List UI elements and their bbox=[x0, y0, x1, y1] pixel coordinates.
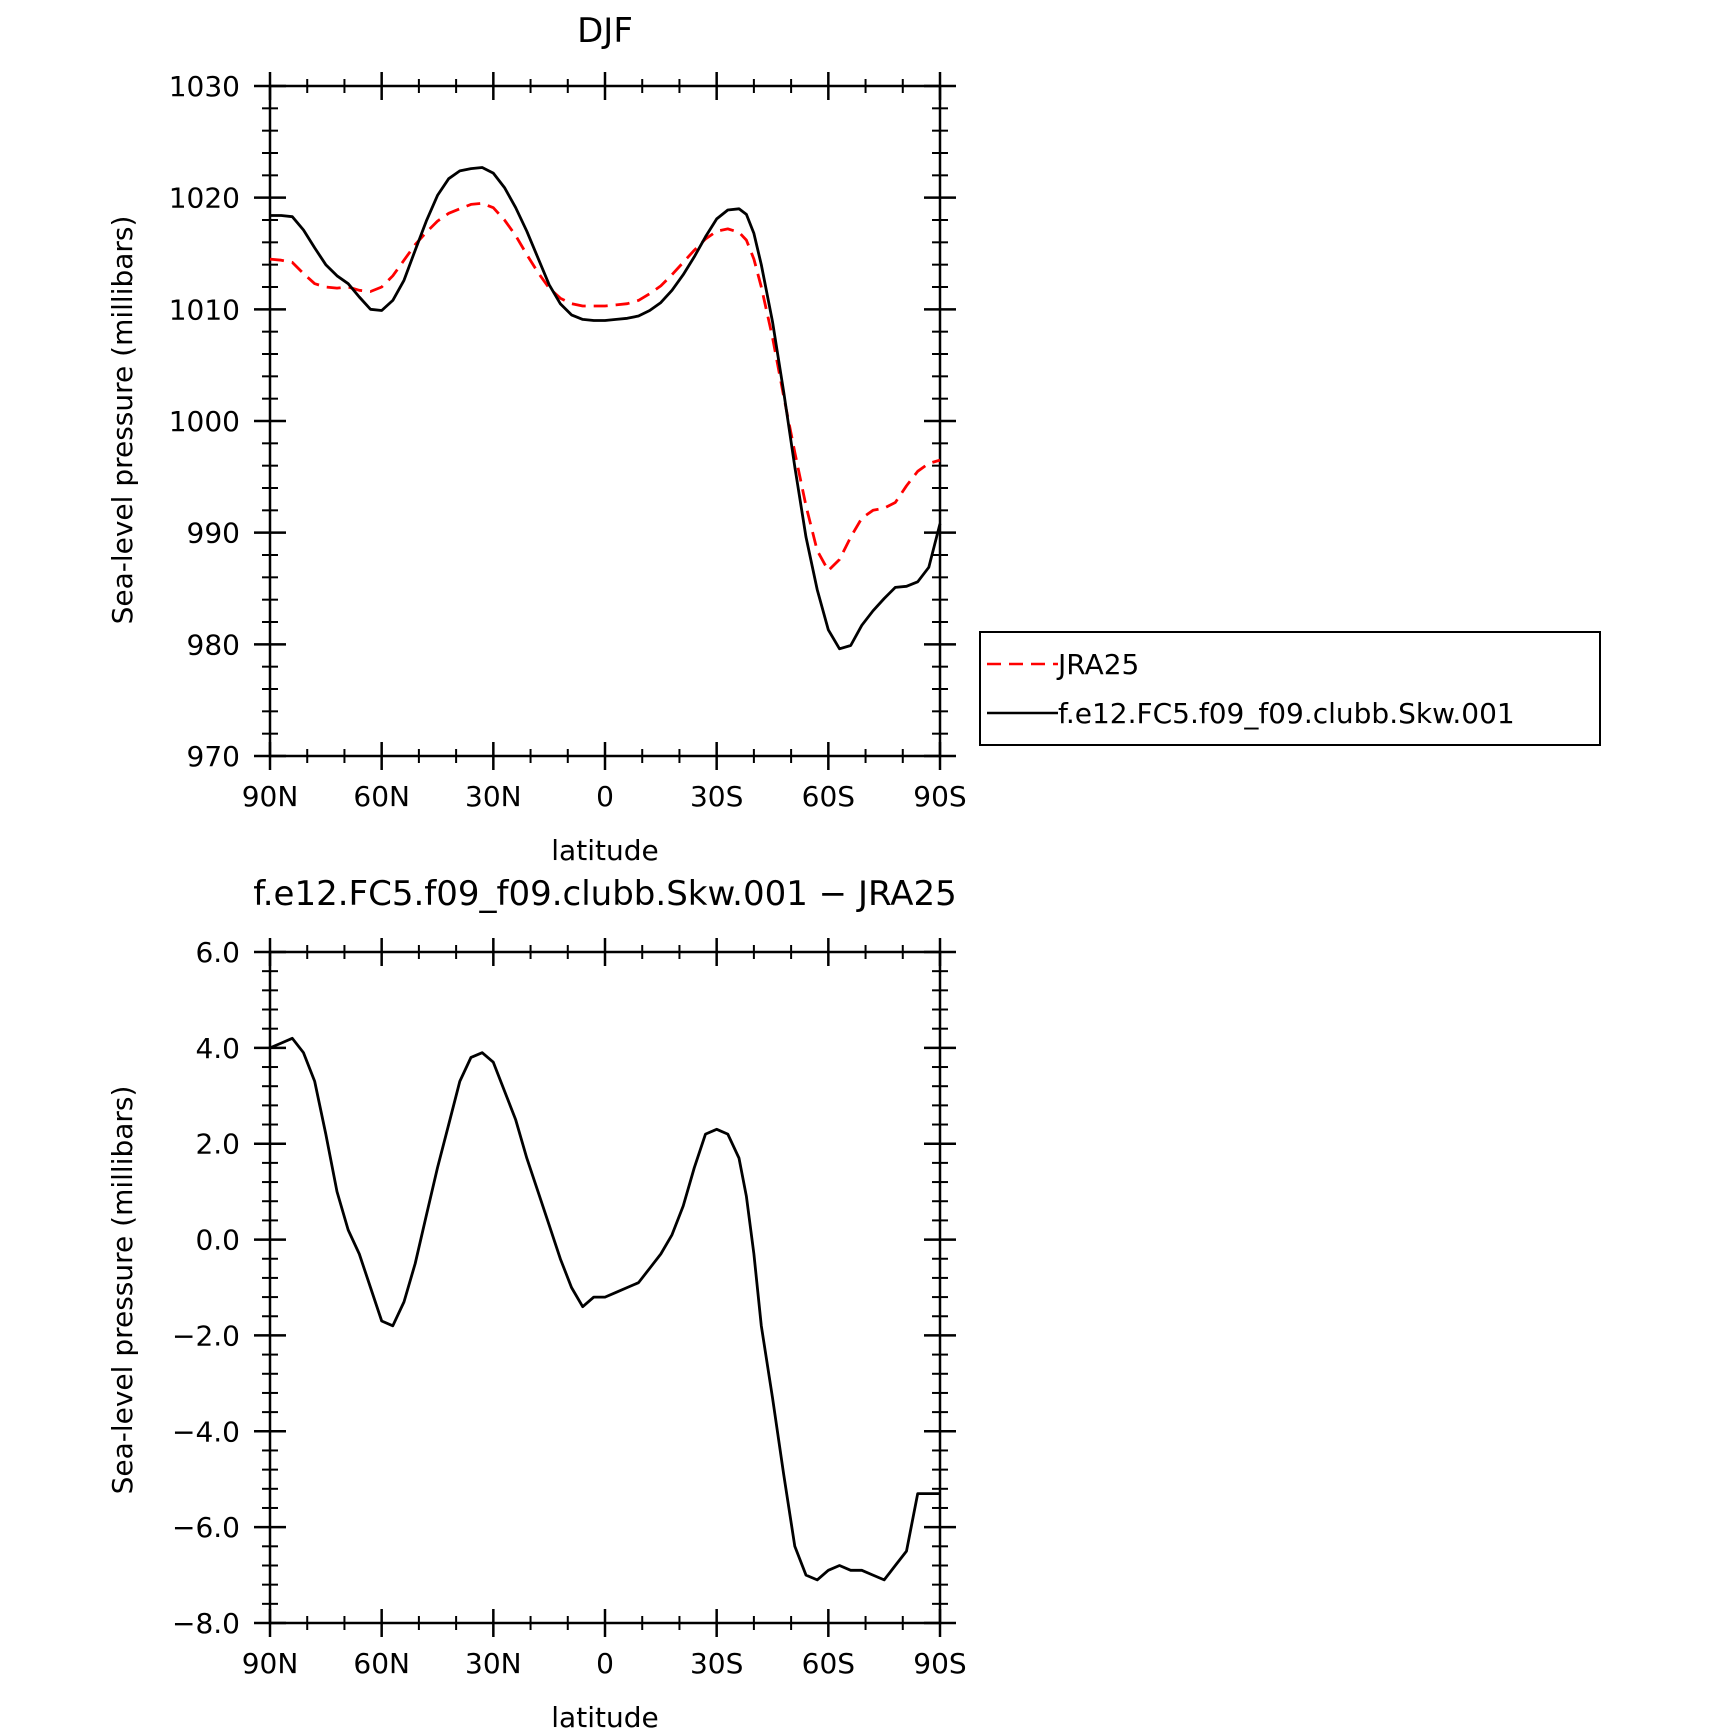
legend-label-model: f.e12.FC5.f09_f09.clubb.Skw.001 bbox=[1058, 697, 1515, 730]
bottom-x-tick-label: 60N bbox=[353, 1647, 410, 1680]
top-y-axis-label: Sea-level pressure (millibars) bbox=[106, 216, 139, 625]
bottom-x-tick-label: 90S bbox=[913, 1647, 966, 1680]
top-series-group bbox=[269, 166, 942, 651]
panel-top: DJF 90N 60N 30N 0 30S 60S 90S 970 980 990 1000 1010… bbox=[106, 11, 967, 867]
bottom-axes: 90N 60N 30N 0 30S 60S 90S −8.0 −6.0 −4.0 −2.0 0.0 2.… bbox=[172, 936, 967, 1680]
bottom-x-tick-label: 90N bbox=[242, 1647, 299, 1680]
top-y-tick-label: 1000 bbox=[169, 405, 240, 438]
top-y-tick-label: 1020 bbox=[169, 182, 240, 215]
top-x-tick-label: 60N bbox=[353, 780, 410, 813]
top-series-line-0 bbox=[269, 201, 941, 572]
top-x-tick-label: 30N bbox=[465, 780, 522, 813]
panel-bottom: f.e12.FC5.f09_f09.clubb.Skw.001 − JRA25 … bbox=[106, 874, 967, 1734]
top-y-tick-label: 980 bbox=[187, 628, 240, 661]
bottom-series-group bbox=[269, 1036, 940, 1582]
bottom-y-axis-label: Sea-level pressure (millibars) bbox=[106, 1086, 139, 1495]
bottom-x-tick-label: 30S bbox=[690, 1647, 743, 1680]
top-axes: 90N 60N 30N 0 30S 60S 90S 970 980 990 1000 1010 1020… bbox=[169, 70, 967, 813]
bottom-x-tick-label: 0 bbox=[596, 1647, 614, 1680]
bottom-y-tick-label: −8.0 bbox=[172, 1607, 240, 1640]
bottom-series-line-0 bbox=[269, 1036, 940, 1582]
bottom-y-tick-label: 0.0 bbox=[195, 1224, 240, 1257]
top-y-tick-label: 1030 bbox=[169, 70, 240, 103]
top-x-tick-label: 0 bbox=[596, 780, 614, 813]
top-chart-title: DJF bbox=[577, 11, 633, 51]
top-y-tick-label: 990 bbox=[187, 517, 240, 550]
bottom-x-tick-label: 60S bbox=[802, 1647, 855, 1680]
legend-box bbox=[979, 631, 1601, 746]
bottom-y-tick-label: 4.0 bbox=[195, 1032, 240, 1065]
bottom-y-tick-label: −4.0 bbox=[172, 1415, 240, 1448]
top-x-tick-label: 30S bbox=[690, 780, 743, 813]
top-x-tick-label: 60S bbox=[802, 780, 855, 813]
top-y-tick-label: 970 bbox=[187, 740, 240, 773]
top-plot-frame bbox=[268, 84, 942, 758]
top-series-line-1 bbox=[270, 166, 942, 651]
bottom-x-tick-label: 30N bbox=[465, 1647, 522, 1680]
bottom-y-tick-label: −6.0 bbox=[172, 1511, 240, 1544]
top-y-tick-label: 1010 bbox=[169, 293, 240, 326]
bottom-y-tick-label: 2.0 bbox=[195, 1128, 240, 1161]
top-x-tick-label: 90S bbox=[913, 780, 966, 813]
bottom-y-tick-label: −2.0 bbox=[172, 1319, 240, 1352]
legend: JRA25 f.e12.FC5.f09_f09.clubb.Skw.001 bbox=[979, 631, 1601, 746]
legend-label-jra25: JRA25 bbox=[1056, 648, 1139, 681]
top-x-axis-label: latitude bbox=[551, 834, 658, 867]
bottom-chart-title: f.e12.FC5.f09_f09.clubb.Skw.001 − JRA25 bbox=[253, 874, 957, 914]
bottom-x-axis-label: latitude bbox=[551, 1701, 658, 1734]
top-x-tick-label: 90N bbox=[242, 780, 299, 813]
bottom-y-tick-label: 6.0 bbox=[195, 936, 240, 969]
